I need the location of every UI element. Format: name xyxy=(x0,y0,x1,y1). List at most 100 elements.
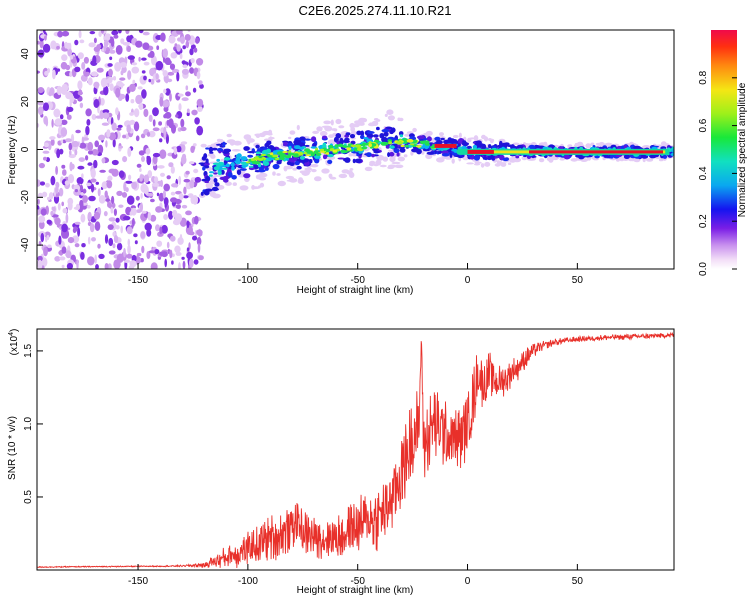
spectrogram-noise-cell xyxy=(59,114,64,120)
spectrogram-halo-cell xyxy=(259,182,265,188)
spectrogram-noise-cell xyxy=(111,195,115,205)
spectrogram-high-cell xyxy=(305,154,312,157)
spectrogram-noise-cell xyxy=(69,55,74,60)
spectrogram-body-cell xyxy=(327,159,333,164)
spectrogram-noise-cell xyxy=(67,48,73,57)
spectrogram-noise-cell xyxy=(55,165,58,175)
spectrogram-halo-cell xyxy=(474,161,482,164)
spectrogram-body-cell xyxy=(222,141,226,147)
spectrogram-noise-cell xyxy=(194,176,202,183)
spectrogram-noise-cell xyxy=(114,62,122,72)
spectrogram-mid-cell xyxy=(225,163,230,168)
spectrogram-body-cell xyxy=(516,144,524,149)
spectrogram-noise-cell xyxy=(139,202,143,212)
spectrogram-body-cell xyxy=(387,152,391,158)
spectrogram-high-cell xyxy=(334,144,339,148)
spectrogram-noise-cell xyxy=(176,30,183,35)
spectrogram-noise-cell xyxy=(111,159,119,166)
spectrogram-noise-cell xyxy=(108,250,116,255)
spectrogram-noise-cell xyxy=(136,252,142,257)
spectrogram-body-cell xyxy=(304,144,310,147)
snr-multiplier-label: (x104) xyxy=(8,329,20,356)
spectrogram-noise-cell xyxy=(61,164,66,169)
spectrogram-body-cell xyxy=(255,144,260,149)
spectrogram-noise-cell xyxy=(123,247,126,258)
spectrogram-halo-cell xyxy=(425,153,433,160)
spectrogram-noise-cell xyxy=(52,206,56,212)
spectrogram-noise-cell xyxy=(74,39,79,46)
spectrogram-mid-cell xyxy=(208,174,213,177)
spectrogram-halo-cell xyxy=(570,158,578,162)
spectrogram-body-cell xyxy=(426,136,432,142)
spectrogram-noise-cell xyxy=(162,48,168,58)
spectrogram-noise-cell xyxy=(160,32,166,42)
spectrogram-noise-cell xyxy=(101,157,106,164)
spectrogram-noise-cell xyxy=(126,226,133,235)
spectrogram-noise-cell xyxy=(109,49,116,54)
spectrogram-noise-cell xyxy=(196,98,204,107)
colorbar-axes: 0.0 0.2 0.4 0.6 0.8 xyxy=(698,70,737,276)
spectrogram-noise-cell xyxy=(154,249,160,255)
spectrogram-noise-cell xyxy=(56,68,61,72)
spectrogram-noise-cell xyxy=(79,142,87,149)
spectrogram-halo-cell xyxy=(388,149,394,152)
spectrogram-noise-cell xyxy=(120,38,125,44)
spectrogram-body-cell xyxy=(385,126,393,129)
spectrogram-noise-cell xyxy=(138,103,144,110)
spectrogram-noise-cell xyxy=(190,58,195,64)
spectrogram-noise-cell xyxy=(87,211,92,221)
spectrogram-body-cell xyxy=(203,161,210,167)
spectrogram-noise-cell xyxy=(157,165,165,169)
spectrogram-noise-cell xyxy=(48,192,54,200)
spectrogram-halo-cell xyxy=(289,130,296,135)
spectrogram-noise-cell xyxy=(150,262,158,269)
spectrogram-noise-cell xyxy=(168,35,176,44)
spectrogram-halo-cell xyxy=(220,139,224,144)
spectrogram-halo-cell xyxy=(369,160,376,165)
spectrogram-halo-cell xyxy=(210,154,216,159)
spectrogram-noise-cell xyxy=(194,117,200,125)
spectrogram-body-cell xyxy=(615,154,622,158)
spectrogram-noise-cell xyxy=(37,122,40,128)
spectrogram-noise-cell xyxy=(144,185,149,195)
spectrogram-body-cell xyxy=(200,191,204,196)
spectrogram-halo-cell xyxy=(373,118,379,121)
spectrogram-body-cell xyxy=(298,136,306,142)
spectrogram-noise-cell xyxy=(112,243,116,249)
spectrogram-noise-cell xyxy=(127,244,131,255)
spectrogram-halo-cell xyxy=(507,162,512,165)
spectrogram-noise-cell xyxy=(74,66,81,73)
spectrogram-noise-cell xyxy=(77,165,85,170)
spectrogram-noise-cell xyxy=(115,45,123,55)
spectrogram-halo-cell xyxy=(488,138,492,141)
spectrogram-noise-cell xyxy=(97,243,101,249)
spectrogram-halo-cell xyxy=(233,140,242,146)
spectrogram-noise-cell xyxy=(181,60,186,65)
snr-series-line xyxy=(37,331,674,569)
spectrogram-body-cell xyxy=(211,147,218,151)
spectrogram-noise-cell xyxy=(129,260,137,268)
spectrogram-noise-cell xyxy=(168,210,174,220)
spectrogram-noise-cell xyxy=(160,179,163,188)
spectrogram-noise-cell xyxy=(112,138,116,148)
spectrogram-high-cell xyxy=(342,145,348,149)
spectrogram-noise-cell xyxy=(40,208,47,216)
spectrogram-body-cell xyxy=(473,154,481,161)
spectrogram-noise-cell xyxy=(170,166,175,174)
spectrogram-noise-cell xyxy=(183,178,191,183)
spectrogram-body-cell xyxy=(236,169,242,175)
spectrogram-noise-cell xyxy=(140,192,143,199)
spectrogram-noise-cell xyxy=(110,206,114,214)
spectrogram-halo-cell xyxy=(299,170,306,174)
spectrogram-noise-cell xyxy=(140,231,146,239)
spectrogram-noise-cell xyxy=(103,85,109,96)
spectrogram-high-cell xyxy=(260,153,267,157)
spectrogram-halo-cell xyxy=(288,136,292,140)
spectrogram-noise-cell xyxy=(78,30,82,39)
spectrogram-mid-cell xyxy=(209,171,214,174)
spectrogram-noise-cell xyxy=(163,214,169,220)
spectrogram-body-cell xyxy=(504,142,510,146)
spectrogram-noise-cell xyxy=(104,263,109,269)
spectrogram-noise-cell xyxy=(169,249,173,259)
